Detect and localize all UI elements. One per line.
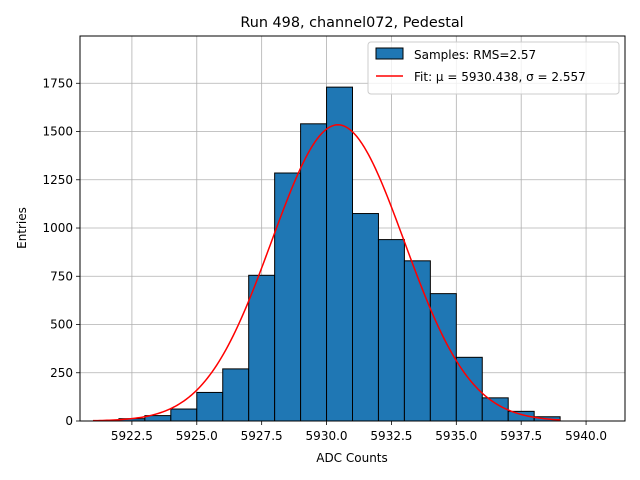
y-tick-label: 1750 — [42, 76, 73, 90]
x-axis-ticks: 5922.5 5925.0 5927.5 5930.0 5932.5 5935.0 5937… — [111, 421, 607, 443]
histogram-bar — [377, 239, 405, 422]
y-tick-label: 1000 — [42, 221, 73, 235]
histogram-bar — [222, 368, 250, 422]
legend-histogram-swatch — [375, 47, 404, 60]
histogram-bar — [352, 213, 379, 422]
histogram-bar — [481, 397, 509, 422]
x-tick-label: 5922.5 — [111, 429, 153, 443]
histogram-bars — [118, 86, 561, 422]
histogram-bar — [403, 260, 431, 422]
histogram-bar — [248, 274, 276, 422]
plot-frame — [79, 35, 626, 422]
x-tick-label: 5927.5 — [241, 429, 283, 443]
y-tick-label: 500 — [50, 318, 73, 332]
legend-box — [367, 41, 620, 95]
y-tick-label: 1250 — [42, 173, 73, 187]
fit-curve — [92, 124, 561, 422]
x-tick-label: 5940.0 — [565, 429, 607, 443]
legend: Samples: RMS=2.57 Fit: μ = 5930.438, σ =… — [367, 41, 620, 95]
chart-title: Run 498, channel072, Pedestal — [240, 15, 463, 31]
histogram-bar — [326, 86, 353, 422]
x-tick-label: 5925.0 — [176, 429, 218, 443]
histogram-bar — [429, 293, 457, 422]
legend-fit-label: Fit: μ = 5930.438, σ = 2.557 — [414, 70, 586, 84]
y-tick-label: 0 — [65, 414, 73, 428]
y-axis-ticks: 0 250 500 750 1000 1250 1500 1750 — [42, 76, 80, 428]
y-tick-label: 250 — [50, 366, 73, 380]
x-tick-label: 5932.5 — [370, 429, 412, 443]
y-tick-label: 750 — [50, 269, 73, 283]
x-tick-label: 5930.0 — [306, 429, 348, 443]
histogram-bar — [300, 123, 328, 422]
histogram-bar — [274, 172, 302, 422]
x-axis-label: ADC Counts — [316, 451, 388, 465]
y-axis-label: Entries — [15, 207, 29, 249]
histogram-bar — [196, 391, 224, 422]
legend-histogram-label: Samples: RMS=2.57 — [414, 48, 536, 62]
y-tick-label: 1500 — [42, 125, 73, 139]
x-tick-label: 5937.5 — [500, 429, 542, 443]
x-tick-label: 5935.0 — [435, 429, 477, 443]
histogram-bar — [170, 408, 198, 422]
